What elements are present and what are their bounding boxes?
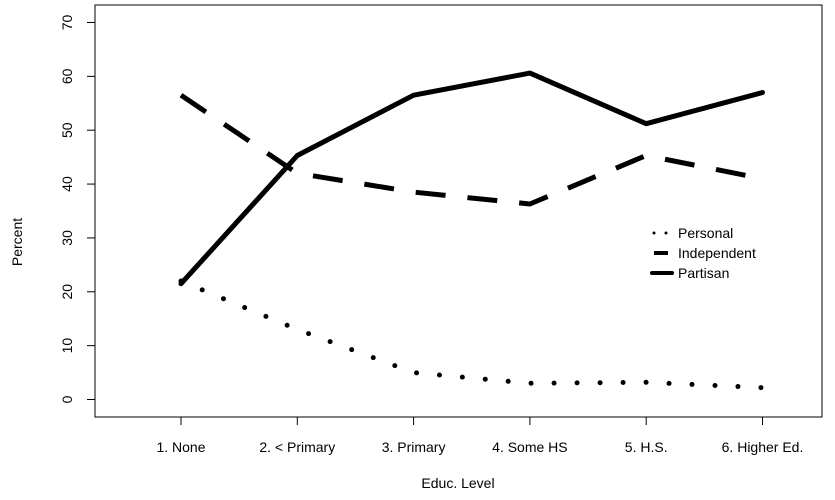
plot-frame <box>94 4 823 418</box>
series-layer <box>178 70 765 391</box>
legend-label-independent: Independent <box>678 245 756 261</box>
y-tick-label: 0 <box>59 395 75 403</box>
y-tick-label: 40 <box>59 176 75 192</box>
x-tick-label: 3. Primary <box>382 439 446 455</box>
x-tick-label: 1. None <box>156 439 205 455</box>
legend: Personal Independent Partisan <box>650 225 756 281</box>
y-tick-label: 60 <box>59 68 75 84</box>
y-tick-label: 10 <box>59 338 75 354</box>
legend-label-personal: Personal <box>678 225 733 241</box>
legend-label-partisan: Partisan <box>678 265 729 281</box>
y-tick-label: 30 <box>59 230 75 246</box>
plot-border <box>94 4 823 418</box>
y-tick-label: 20 <box>59 284 75 300</box>
y-tick-label: 70 <box>59 14 75 30</box>
x-tick-label: 4. Some HS <box>492 439 567 455</box>
series-line-independent <box>179 93 763 207</box>
y-axis-title: Percent <box>9 218 25 266</box>
series-line-partisan <box>178 70 765 287</box>
y-tick-label: 50 <box>59 122 75 138</box>
x-tick-label: 5. H.S. <box>625 439 668 455</box>
x-tick-label: 6. Higher Ed. <box>722 439 804 455</box>
x-axis: 1. None 2. < Primary 3. Primary 4. Some HS 5… <box>156 417 803 455</box>
series-line-personal <box>178 278 765 391</box>
x-tick-label: 2. < Primary <box>259 439 335 455</box>
y-axis: 0 10 20 30 40 50 60 70 <box>59 14 95 403</box>
x-axis-title: Educ. Level <box>421 475 494 491</box>
